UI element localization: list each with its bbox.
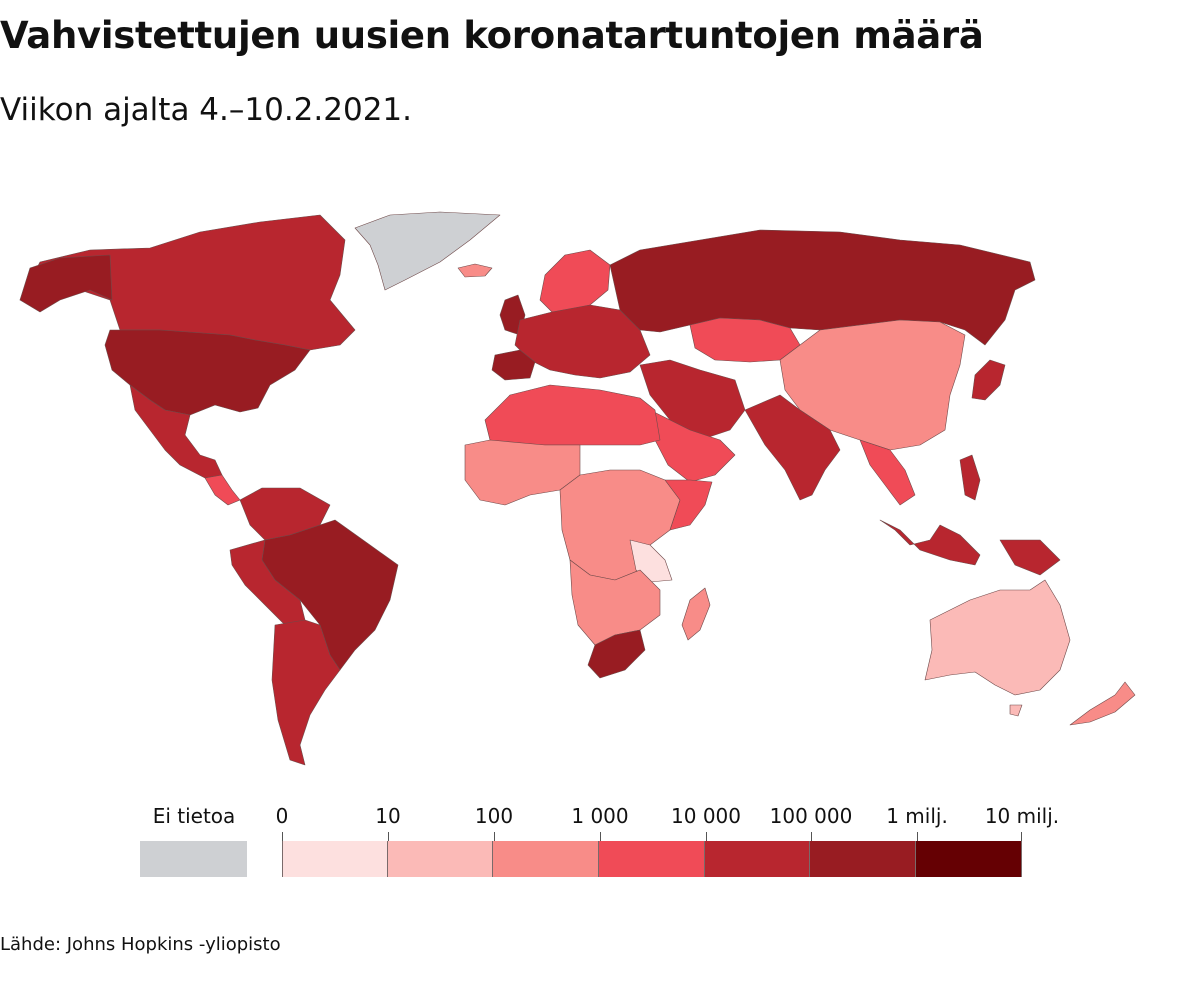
country-indonesia xyxy=(879,519,981,566)
country-argentina-chile xyxy=(271,619,341,766)
legend-tick-mark xyxy=(494,832,495,841)
country-philippines xyxy=(959,454,981,501)
country-madagascar xyxy=(681,587,711,641)
country-southeast-asia xyxy=(859,439,916,506)
country-southern-africa xyxy=(569,559,661,646)
legend-tick-label: 100 000 xyxy=(769,804,853,828)
country-india xyxy=(744,394,841,501)
country-south-africa xyxy=(587,629,646,679)
country-scandinavia xyxy=(539,249,611,313)
country-tasmania xyxy=(1009,704,1023,717)
country-usa xyxy=(104,329,311,416)
country-iberia xyxy=(491,349,536,381)
country-north-africa xyxy=(484,384,661,446)
legend-bin-7 xyxy=(916,841,1022,877)
legend-no-data-swatch xyxy=(140,841,247,877)
legend-tick-mark xyxy=(917,832,918,841)
country-australia xyxy=(924,579,1071,696)
legend-tick-label: 0 xyxy=(275,804,289,828)
legend-bin-2 xyxy=(387,841,494,877)
legend-tick-mark xyxy=(1021,832,1022,841)
country-papua xyxy=(999,539,1061,576)
country-canada xyxy=(19,214,356,351)
legend-bin-4 xyxy=(599,841,705,877)
legend-bin-5 xyxy=(704,841,811,877)
legend-tick-mark xyxy=(282,832,283,841)
legend-tick-mark xyxy=(600,832,601,841)
country-horn-africa xyxy=(664,479,713,531)
legend-no-data-label: Ei tietoa xyxy=(152,804,236,828)
country-alaska xyxy=(19,254,113,313)
world-map xyxy=(19,211,1136,766)
country-japan xyxy=(971,359,1006,401)
legend-tick-mark xyxy=(388,832,389,841)
legend-tick-label: 1 000 xyxy=(571,804,629,828)
chart-title: Vahvistettujen uusien koronatartuntojen … xyxy=(0,14,984,57)
legend-tick-label: 10 milj. xyxy=(984,804,1060,828)
legend-tick-mark xyxy=(706,832,707,841)
legend-color-scale xyxy=(282,841,1022,877)
legend-tick-label: 10 000 xyxy=(671,804,741,828)
legend-bin-6 xyxy=(810,841,917,877)
country-greenland xyxy=(354,211,501,291)
source-note: Lähde: Johns Hopkins -yliopisto xyxy=(0,934,281,955)
country-central-america xyxy=(204,474,241,506)
country-russia xyxy=(609,229,1036,346)
country-new-zealand xyxy=(1069,681,1136,726)
legend-tick-label: 100 xyxy=(474,804,514,828)
chart-subtitle: Viikon ajalta 4.–10.2.2021. xyxy=(0,92,412,128)
country-middle-east xyxy=(639,359,746,441)
legend-bin-1 xyxy=(282,841,388,877)
country-mexico xyxy=(129,384,223,479)
country-arabia xyxy=(649,409,736,483)
legend-tick-label: 10 xyxy=(375,804,401,828)
country-iceland xyxy=(457,263,493,278)
legend-tick-mark xyxy=(811,832,812,841)
legend-tick-label: 1 milj. xyxy=(886,804,948,828)
legend-bin-3 xyxy=(493,841,600,877)
